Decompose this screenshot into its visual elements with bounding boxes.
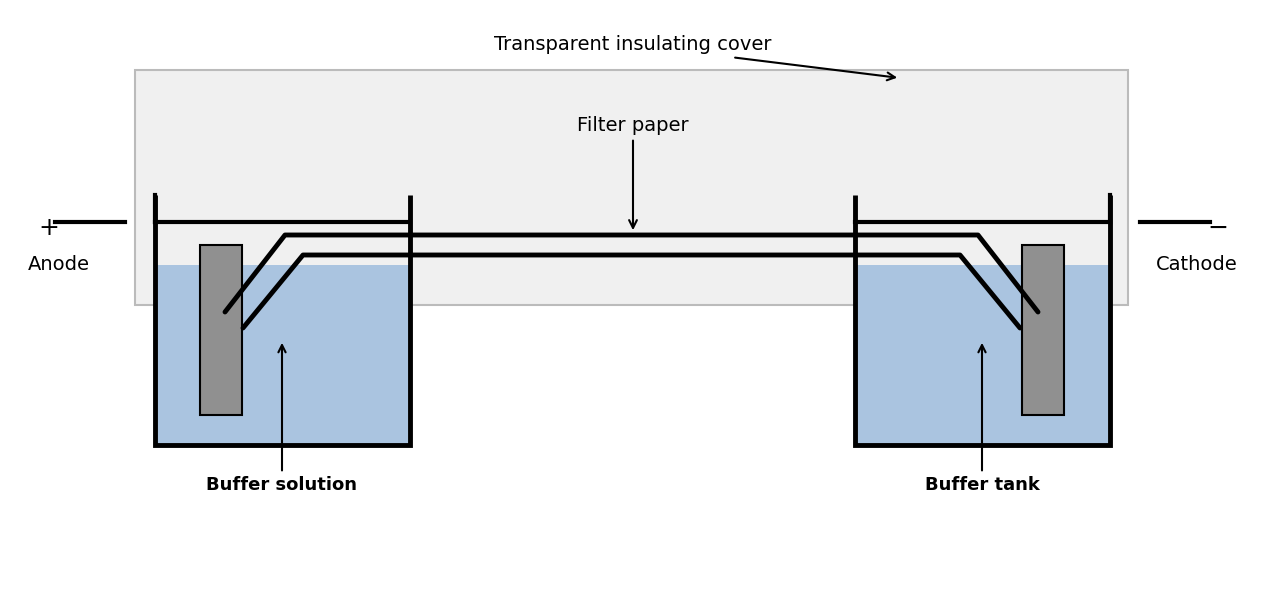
Text: −: − [1206, 216, 1228, 240]
FancyBboxPatch shape [135, 70, 1128, 305]
Bar [154, 265, 410, 445]
Text: Buffer tank: Buffer tank [924, 345, 1039, 494]
Text: Buffer solution: Buffer solution [206, 345, 357, 494]
Bar [855, 265, 1110, 445]
Text: Anode: Anode [28, 255, 90, 274]
Text: +: + [38, 216, 60, 240]
Text: Transparent insulating cover: Transparent insulating cover [494, 35, 895, 80]
Bar [1022, 245, 1063, 415]
Text: Filter paper: Filter paper [577, 116, 689, 228]
Bar [200, 245, 242, 415]
Text: Cathode: Cathode [1156, 255, 1238, 274]
